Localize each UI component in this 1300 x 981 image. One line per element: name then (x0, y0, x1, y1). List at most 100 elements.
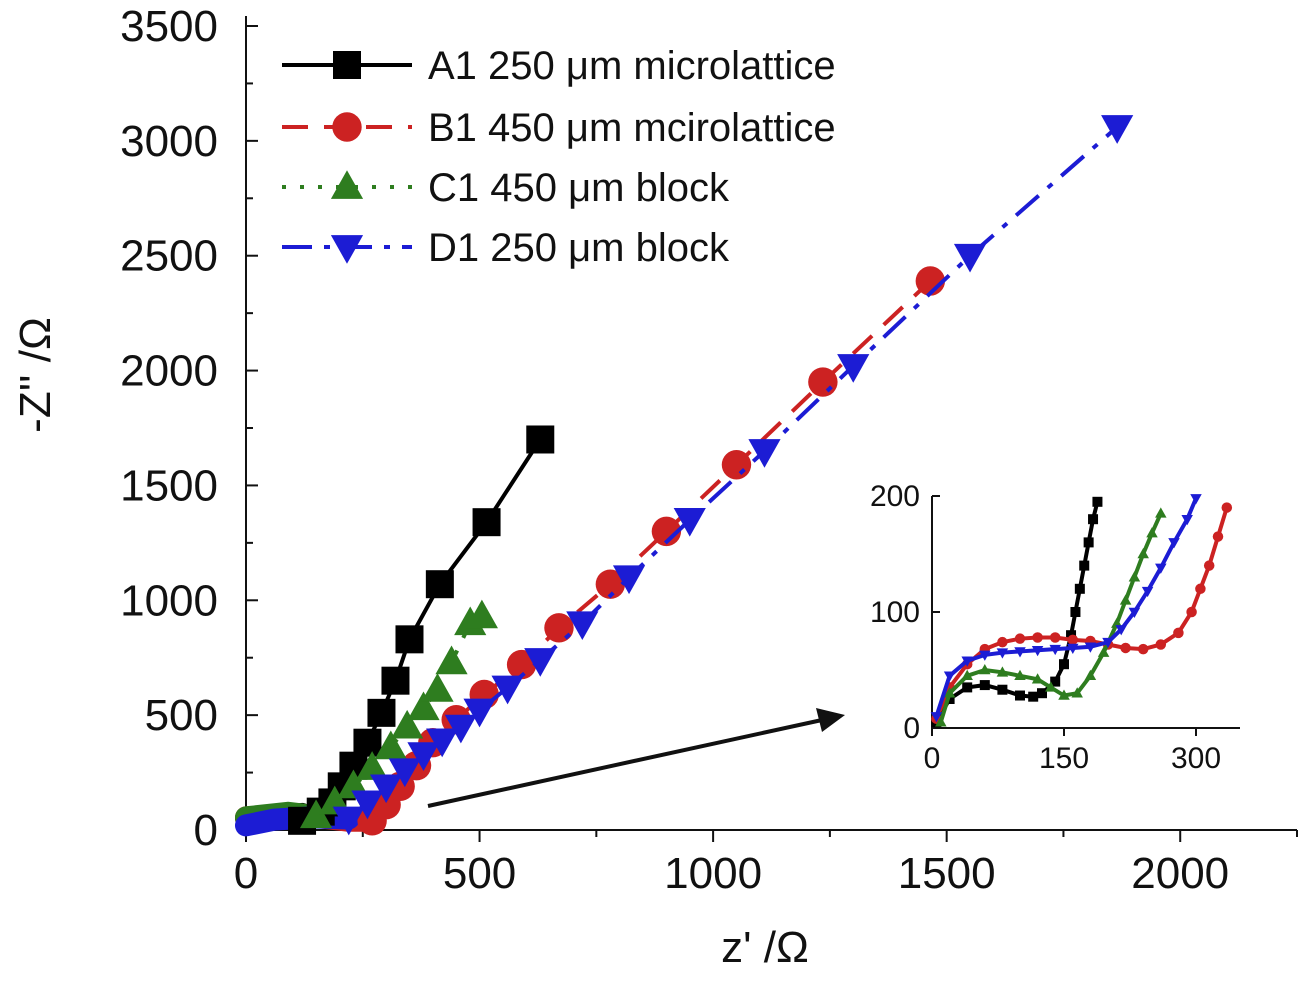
legend-marker (330, 235, 364, 264)
x-tick-label: 2000 (1131, 849, 1229, 898)
y-tick-label: 2500 (120, 232, 218, 281)
data-point (299, 799, 333, 829)
inset-data-point (1028, 691, 1039, 702)
inset-data-point (1120, 642, 1131, 654)
inset-data-point (1049, 632, 1061, 643)
data-point (673, 507, 706, 537)
legend-marker (333, 51, 361, 79)
inset-data-point (1186, 606, 1197, 618)
data-point (1101, 115, 1134, 144)
series-3 (299, 599, 498, 829)
data-point (526, 425, 555, 454)
data-point (351, 790, 384, 820)
data-point (444, 714, 477, 744)
data-point (374, 730, 407, 760)
inset-data-point (1155, 563, 1167, 574)
inset-data-point (943, 671, 956, 682)
inset-data-point (1102, 637, 1114, 649)
legend-label: C1 450 μm block (428, 166, 730, 210)
data-point (491, 675, 524, 705)
inset-data-point (1128, 607, 1141, 618)
data-point (472, 508, 501, 537)
inset-data-point (1221, 502, 1233, 513)
inset-data-point (1067, 643, 1079, 654)
data-point (506, 649, 537, 680)
y-tick-label: 3500 (120, 2, 218, 51)
inset-data-point (1015, 690, 1025, 701)
inset-data-point (1190, 494, 1202, 505)
zoom-arrow (427, 718, 823, 808)
data-point (465, 599, 498, 629)
inset-data-point (1146, 527, 1158, 538)
data-point (612, 565, 646, 595)
inset-data-point (1181, 514, 1193, 526)
data-point (748, 439, 781, 468)
legend-marker (330, 170, 364, 199)
inset-data-point (1128, 571, 1141, 582)
inset-data-point (935, 716, 947, 727)
data-point (332, 806, 365, 836)
y-tick-label: 500 (145, 691, 218, 740)
y-tick-label: 2000 (120, 347, 218, 396)
inset-data-point (1097, 646, 1110, 657)
data-point (953, 243, 987, 273)
inset-series-3 (935, 507, 1167, 727)
inset-series-4 (930, 494, 1202, 723)
inset-data-point (1050, 676, 1061, 687)
inset-data-point (1037, 688, 1047, 699)
data-point (425, 570, 454, 599)
inset-data-point (1168, 538, 1180, 549)
inset-data-point (1084, 669, 1097, 681)
inset-data-point (1083, 537, 1094, 548)
data-point (721, 450, 752, 480)
inset-data-point (1058, 689, 1070, 700)
y-tick-label: 1000 (120, 576, 218, 625)
inset-data-point (1031, 646, 1044, 657)
inset-data-point (1155, 639, 1167, 650)
inset-plot: 0 150 300 0 100 200 (870, 480, 1240, 775)
inset-data-point (930, 712, 943, 723)
x-tick-label: 1500 (898, 849, 996, 898)
inset-data-point (1155, 507, 1167, 518)
data-point (651, 516, 682, 547)
inset-data-point (1059, 659, 1069, 670)
data-point (381, 666, 410, 695)
data-point (808, 367, 838, 397)
inset-data-point (1031, 673, 1044, 684)
data-point (837, 354, 870, 383)
inset-data-point (1045, 681, 1057, 692)
legend-label: D1 250 μm block (428, 226, 730, 270)
y-tick-label: 0 (194, 806, 218, 855)
inset-data-point (997, 636, 1008, 648)
data-point (421, 673, 454, 702)
data-point (356, 751, 389, 780)
inset-data-point (1088, 514, 1099, 525)
inset-data-point (997, 684, 1008, 695)
data-point (566, 611, 599, 641)
inset-x-tick-label: 300 (1171, 742, 1221, 775)
inset-data-point (1014, 633, 1026, 644)
inset-data-point (1195, 583, 1206, 595)
inset-x-tick-label: 150 (1039, 742, 1089, 775)
inset-data-point (1014, 669, 1026, 681)
inset-data-point (1049, 644, 1061, 656)
y-tick-label: 3000 (120, 117, 218, 166)
data-point (388, 758, 421, 788)
data-point (463, 698, 496, 728)
y-tick-label: 1500 (120, 461, 218, 510)
inset-y-tick-label: 200 (870, 480, 920, 513)
inset-data-point (1203, 560, 1215, 571)
data-point (407, 691, 440, 721)
data-point (544, 613, 574, 643)
inset-data-point (1079, 560, 1090, 571)
inset-x-tick-label: 0 (924, 742, 941, 775)
inset-data-point (1115, 625, 1127, 636)
data-point (407, 742, 440, 771)
data-point (353, 728, 382, 757)
data-point (524, 648, 557, 677)
inset-data-point (1032, 632, 1043, 643)
data-point (595, 569, 626, 599)
legend-marker (332, 112, 362, 142)
